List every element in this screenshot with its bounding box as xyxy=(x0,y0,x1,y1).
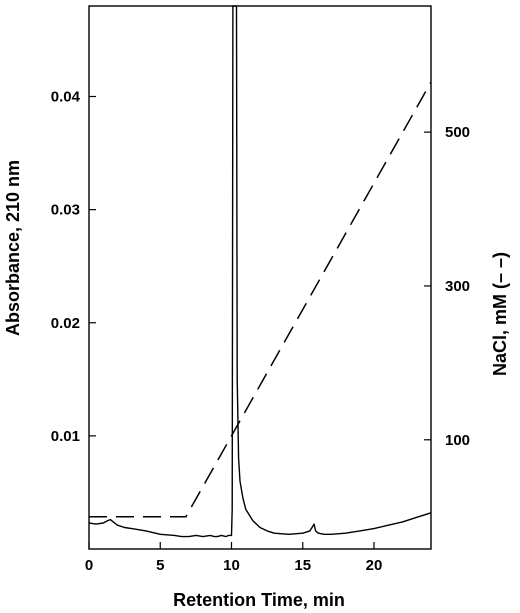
left-y-tick-label: 0.03 xyxy=(51,202,80,219)
right-y-axis-ticks: 100 300 500 xyxy=(424,124,470,449)
left-y-axis-ticks: 0.01 0.02 0.03 0.04 xyxy=(51,89,96,445)
x-tick-label: 0 xyxy=(85,557,93,574)
left-y-tick-label: 0.01 xyxy=(51,428,80,445)
absorbance-trace xyxy=(88,5,432,538)
x-tick-label: 15 xyxy=(294,557,311,574)
x-tick-label: 5 xyxy=(156,557,164,574)
x-tick-label: 10 xyxy=(223,557,240,574)
left-y-axis-title: Absorbance, 210 nm xyxy=(3,160,23,336)
x-axis-title: Retention Time, min xyxy=(173,590,345,610)
nacl-gradient-line xyxy=(89,81,432,518)
right-y-tick-label: 500 xyxy=(445,124,470,141)
right-y-tick-label: 300 xyxy=(445,278,470,295)
left-y-tick-label: 0.04 xyxy=(51,89,81,106)
left-y-tick-label: 0.02 xyxy=(51,315,80,332)
x-axis-ticks: 0 5 10 15 20 xyxy=(85,542,383,574)
right-y-tick-label: 100 xyxy=(445,432,470,449)
series-layer xyxy=(88,5,432,538)
right-y-axis-title: NaCl, mM (– –) xyxy=(490,252,510,376)
x-tick-label: 20 xyxy=(366,557,383,574)
plot-frame xyxy=(88,5,432,550)
